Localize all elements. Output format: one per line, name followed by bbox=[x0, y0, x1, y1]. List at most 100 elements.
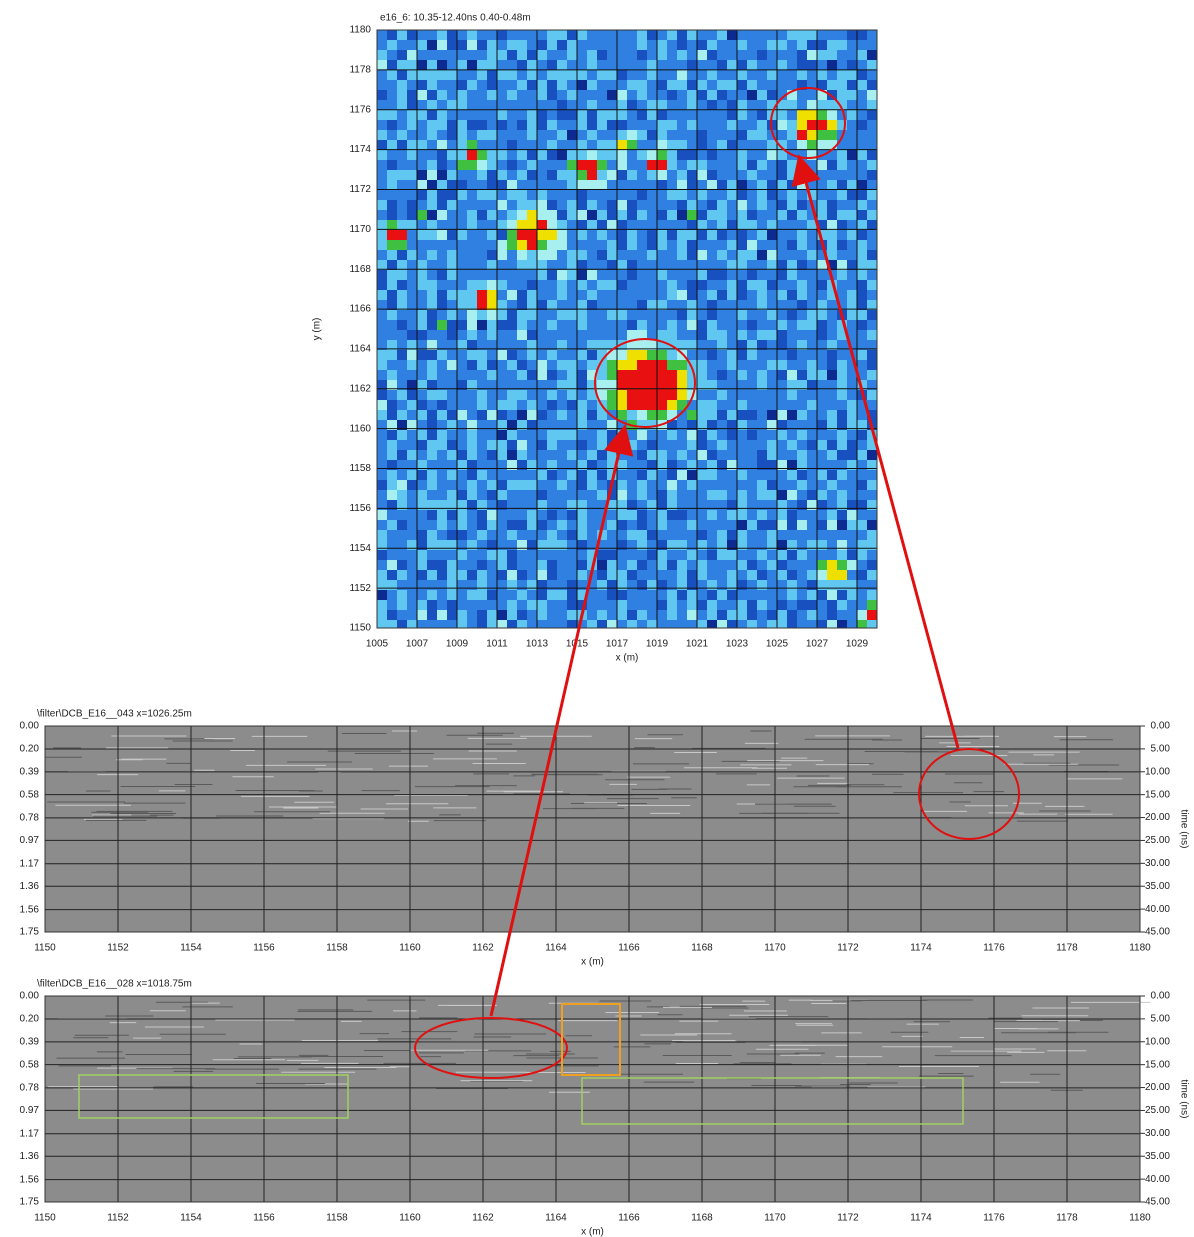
texture bbox=[467, 570, 477, 580]
texture bbox=[757, 440, 767, 450]
texture bbox=[397, 490, 407, 500]
texture bbox=[647, 260, 657, 270]
texture bbox=[377, 200, 387, 210]
texture bbox=[717, 520, 727, 530]
texture bbox=[477, 30, 487, 40]
texture bbox=[457, 210, 467, 220]
texture bbox=[447, 370, 457, 380]
texture bbox=[697, 400, 707, 410]
texture bbox=[707, 590, 717, 600]
texture bbox=[697, 590, 707, 600]
texture bbox=[517, 310, 527, 320]
texture bbox=[637, 150, 647, 160]
texture bbox=[527, 250, 537, 260]
texture bbox=[857, 480, 867, 490]
texture bbox=[777, 310, 787, 320]
texture bbox=[427, 100, 437, 110]
texture bbox=[537, 200, 547, 210]
texture bbox=[527, 560, 537, 570]
texture bbox=[697, 300, 707, 310]
texture bbox=[747, 180, 757, 190]
texture bbox=[447, 30, 457, 40]
texture bbox=[667, 220, 677, 230]
texture bbox=[627, 60, 637, 70]
texture bbox=[507, 140, 517, 150]
texture bbox=[547, 440, 557, 450]
texture bbox=[497, 560, 507, 570]
texture bbox=[447, 470, 457, 480]
texture bbox=[797, 270, 807, 280]
texture bbox=[547, 620, 557, 628]
texture bbox=[497, 130, 507, 140]
texture bbox=[687, 450, 697, 460]
texture bbox=[717, 260, 727, 270]
texture bbox=[717, 30, 727, 40]
texture bbox=[677, 330, 687, 340]
texture bbox=[397, 510, 407, 520]
texture bbox=[567, 130, 577, 140]
texture bbox=[407, 110, 417, 120]
texture bbox=[447, 250, 457, 260]
texture bbox=[687, 520, 697, 530]
texture bbox=[427, 50, 437, 60]
texture bbox=[497, 100, 507, 110]
texture bbox=[677, 510, 687, 520]
texture bbox=[537, 390, 547, 400]
texture bbox=[487, 80, 497, 90]
texture bbox=[487, 120, 497, 130]
texture bbox=[437, 310, 447, 320]
texture bbox=[387, 90, 397, 100]
texture bbox=[507, 270, 517, 280]
texture bbox=[527, 290, 537, 300]
texture bbox=[557, 150, 567, 160]
texture bbox=[547, 130, 557, 140]
texture bbox=[387, 350, 397, 360]
texture bbox=[407, 40, 417, 50]
texture bbox=[667, 100, 677, 110]
texture bbox=[607, 310, 617, 320]
texture bbox=[727, 40, 737, 50]
texture bbox=[827, 70, 837, 80]
texture bbox=[837, 240, 847, 250]
texture bbox=[657, 150, 667, 160]
texture bbox=[757, 400, 767, 410]
texture bbox=[677, 520, 687, 530]
texture bbox=[457, 450, 467, 460]
texture bbox=[747, 90, 757, 100]
texture bbox=[427, 220, 437, 230]
texture bbox=[527, 90, 537, 100]
texture bbox=[827, 510, 837, 520]
texture bbox=[857, 530, 867, 540]
texture bbox=[447, 150, 457, 160]
texture bbox=[637, 430, 647, 440]
texture bbox=[567, 320, 577, 330]
panel: 1150115211541156115811601162116411661168… bbox=[20, 709, 1190, 968]
texture bbox=[747, 440, 757, 450]
texture bbox=[557, 160, 567, 170]
texture bbox=[717, 470, 727, 480]
texture bbox=[757, 360, 767, 370]
texture bbox=[847, 520, 857, 530]
texture bbox=[787, 480, 797, 490]
texture bbox=[507, 450, 517, 460]
texture bbox=[427, 70, 437, 80]
texture bbox=[517, 190, 527, 200]
texture bbox=[797, 620, 807, 628]
texture bbox=[557, 450, 567, 460]
texture bbox=[747, 210, 757, 220]
texture bbox=[807, 440, 817, 450]
texture bbox=[527, 210, 537, 220]
texture bbox=[667, 80, 677, 90]
texture bbox=[827, 440, 837, 450]
texture bbox=[727, 490, 737, 500]
texture bbox=[407, 510, 417, 520]
texture bbox=[567, 180, 577, 190]
texture bbox=[767, 490, 777, 500]
texture bbox=[637, 70, 647, 80]
texture bbox=[487, 190, 497, 200]
texture bbox=[457, 170, 467, 180]
texture bbox=[747, 350, 757, 360]
texture bbox=[857, 260, 867, 270]
texture bbox=[637, 60, 647, 70]
texture bbox=[867, 160, 877, 170]
